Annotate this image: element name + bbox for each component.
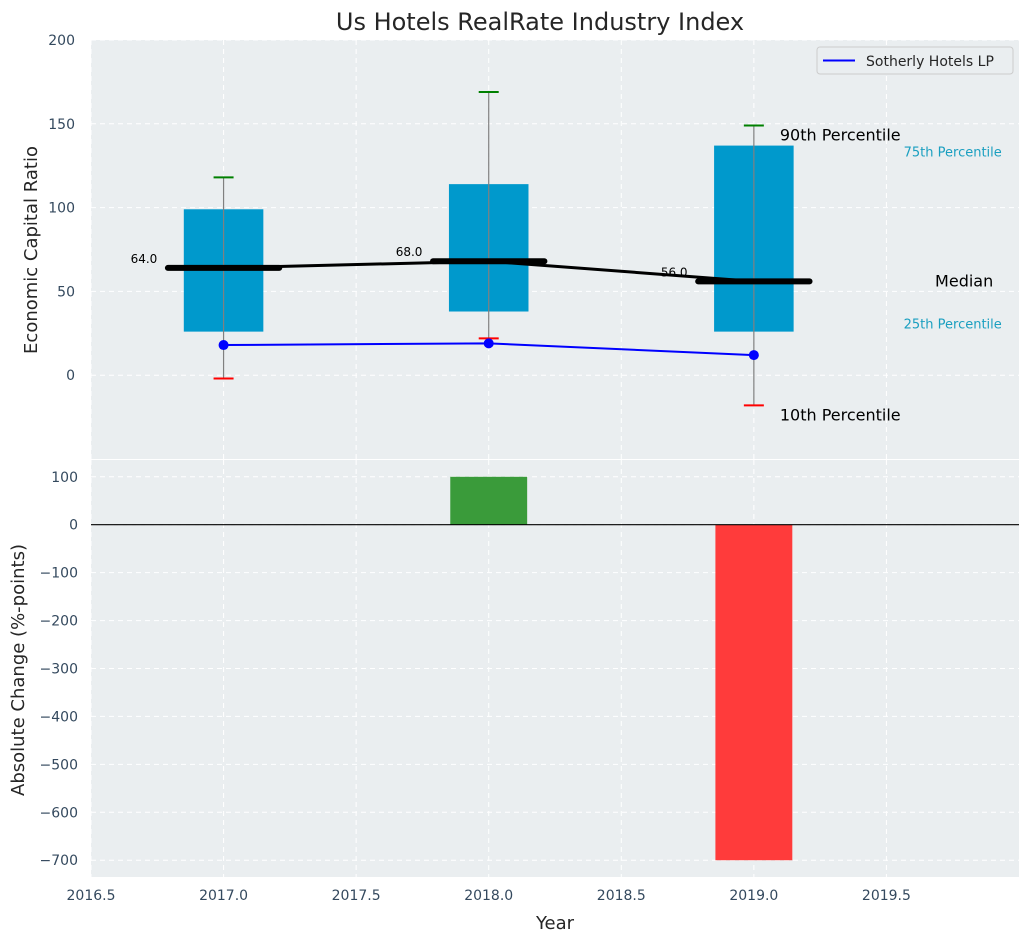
series-point-2018 [483, 338, 494, 349]
bottom-y-tick-3: −200 [40, 614, 78, 630]
bottom-y-tick-6: −500 [40, 757, 78, 773]
legend-label-sotherly: Sotherly Hotels LP [866, 54, 994, 70]
x-tick-4: 2018.5 [597, 888, 646, 904]
legend: Sotherly Hotels LP [816, 46, 1014, 75]
change-bar-2019 [715, 524, 793, 861]
bottom-y-tick-5: −400 [40, 709, 78, 725]
x-tick-0: 2016.5 [67, 888, 116, 904]
x-tick-2: 2017.5 [332, 888, 381, 904]
change-bar-2018 [450, 476, 528, 525]
top-y-tick-3: 150 [48, 117, 75, 133]
median-label-2019: 56.0 [661, 265, 688, 279]
top-y-axis-label: Economic Capital Ratio [21, 146, 42, 354]
x-tick-6: 2019.5 [862, 888, 911, 904]
median-label-2017: 64.0 [131, 252, 158, 266]
change-bars [91, 476, 1019, 861]
bottom-y-tick-8: −700 [40, 853, 78, 869]
legend-box [816, 46, 1014, 75]
annotation-p75: 75th Percentile [904, 146, 1002, 161]
annotation-p90: 90th Percentile [780, 125, 901, 144]
annotation-median: Median [935, 271, 993, 290]
bottom-y-ticks: 100 0 −100 −200 −300 −400 −500 −600 −700 [40, 470, 78, 869]
series-point-2017 [218, 340, 229, 351]
annotation-p10: 10th Percentile [780, 405, 901, 424]
median-label-2018: 68.0 [396, 245, 423, 259]
x-tick-1: 2017.0 [199, 888, 248, 904]
annotation-p25: 25th Percentile [904, 318, 1002, 333]
bottom-y-tick-7: −600 [40, 805, 78, 821]
x-axis-label: Year [535, 913, 575, 934]
top-y-tick-1: 50 [57, 284, 75, 300]
top-y-tick-2: 100 [48, 201, 75, 217]
box-plot-group: 64.0 68.0 56.0 [131, 90, 813, 407]
x-tick-5: 2019.0 [729, 888, 778, 904]
x-tick-3: 2018.0 [464, 888, 513, 904]
bottom-y-tick-4: −300 [40, 662, 78, 678]
bottom-y-axis-label: Absolute Change (%-points) [8, 544, 29, 796]
top-panel: 0 50 100 150 200 64.0 68.0 56.0 90th Percentil… [21, 33, 1019, 459]
chart-title: Us Hotels RealRate Industry Index [336, 8, 744, 36]
x-ticks: 2016.5 2017.0 2017.5 2018.0 2018.5 2019.0 2019… [67, 888, 911, 904]
bottom-y-tick-1: 0 [69, 518, 78, 534]
top-y-tick-4: 200 [48, 33, 75, 49]
top-y-ticks: 0 50 100 150 200 [48, 33, 75, 384]
top-y-tick-0: 0 [66, 368, 75, 384]
bottom-y-tick-2: −100 [40, 566, 78, 582]
bottom-y-tick-0: 100 [51, 470, 78, 486]
series-point-2019 [748, 350, 759, 361]
